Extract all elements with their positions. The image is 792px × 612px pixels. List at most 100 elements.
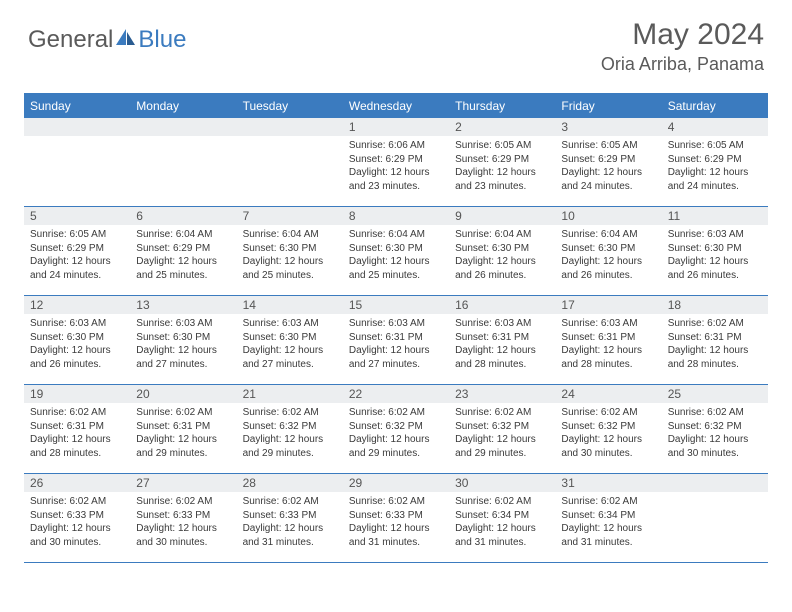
sunrise-text: Sunrise: 6:04 AM bbox=[349, 228, 443, 242]
day-number: 28 bbox=[237, 474, 343, 492]
day-body: Sunrise: 6:04 AMSunset: 6:29 PMDaylight:… bbox=[130, 225, 236, 286]
title-block: May 2024 Oria Arriba, Panama bbox=[601, 18, 764, 75]
sunrise-text: Sunrise: 6:02 AM bbox=[243, 495, 337, 509]
sunset-text: Sunset: 6:29 PM bbox=[30, 242, 124, 256]
day-body: Sunrise: 6:02 AMSunset: 6:31 PMDaylight:… bbox=[24, 403, 130, 464]
weekday-header: Friday bbox=[555, 95, 661, 118]
sunrise-text: Sunrise: 6:02 AM bbox=[243, 406, 337, 420]
sunset-text: Sunset: 6:31 PM bbox=[136, 420, 230, 434]
week-row: 1Sunrise: 6:06 AMSunset: 6:29 PMDaylight… bbox=[24, 118, 768, 207]
daylight-text: Daylight: 12 hours and 24 minutes. bbox=[30, 255, 124, 282]
daylight-text: Daylight: 12 hours and 31 minutes. bbox=[455, 522, 549, 549]
day-cell: 6Sunrise: 6:04 AMSunset: 6:29 PMDaylight… bbox=[130, 207, 236, 295]
page-title: May 2024 bbox=[601, 18, 764, 52]
sunset-text: Sunset: 6:32 PM bbox=[455, 420, 549, 434]
sunset-text: Sunset: 6:30 PM bbox=[455, 242, 549, 256]
header: General Blue May 2024 Oria Arriba, Panam… bbox=[0, 0, 792, 85]
day-body: Sunrise: 6:03 AMSunset: 6:31 PMDaylight:… bbox=[449, 314, 555, 375]
week-row: 12Sunrise: 6:03 AMSunset: 6:30 PMDayligh… bbox=[24, 296, 768, 385]
calendar: SundayMondayTuesdayWednesdayThursdayFrid… bbox=[24, 93, 768, 563]
day-number: 23 bbox=[449, 385, 555, 403]
day-cell: 14Sunrise: 6:03 AMSunset: 6:30 PMDayligh… bbox=[237, 296, 343, 384]
day-cell: 28Sunrise: 6:02 AMSunset: 6:33 PMDayligh… bbox=[237, 474, 343, 562]
day-number: 31 bbox=[555, 474, 661, 492]
daylight-text: Daylight: 12 hours and 27 minutes. bbox=[136, 344, 230, 371]
day-number bbox=[662, 474, 768, 492]
day-cell: 27Sunrise: 6:02 AMSunset: 6:33 PMDayligh… bbox=[130, 474, 236, 562]
day-number: 26 bbox=[24, 474, 130, 492]
sunrise-text: Sunrise: 6:02 AM bbox=[30, 406, 124, 420]
day-body: Sunrise: 6:05 AMSunset: 6:29 PMDaylight:… bbox=[24, 225, 130, 286]
daylight-text: Daylight: 12 hours and 24 minutes. bbox=[561, 166, 655, 193]
daylight-text: Daylight: 12 hours and 30 minutes. bbox=[668, 433, 762, 460]
day-cell: 4Sunrise: 6:05 AMSunset: 6:29 PMDaylight… bbox=[662, 118, 768, 206]
sunset-text: Sunset: 6:30 PM bbox=[136, 331, 230, 345]
sunrise-text: Sunrise: 6:02 AM bbox=[349, 406, 443, 420]
sunset-text: Sunset: 6:32 PM bbox=[668, 420, 762, 434]
sunset-text: Sunset: 6:33 PM bbox=[30, 509, 124, 523]
daylight-text: Daylight: 12 hours and 29 minutes. bbox=[455, 433, 549, 460]
sunset-text: Sunset: 6:32 PM bbox=[561, 420, 655, 434]
day-body: Sunrise: 6:04 AMSunset: 6:30 PMDaylight:… bbox=[449, 225, 555, 286]
sunrise-text: Sunrise: 6:02 AM bbox=[455, 495, 549, 509]
day-cell: 9Sunrise: 6:04 AMSunset: 6:30 PMDaylight… bbox=[449, 207, 555, 295]
sunrise-text: Sunrise: 6:02 AM bbox=[668, 406, 762, 420]
sunset-text: Sunset: 6:30 PM bbox=[561, 242, 655, 256]
day-number: 6 bbox=[130, 207, 236, 225]
sunset-text: Sunset: 6:31 PM bbox=[349, 331, 443, 345]
daylight-text: Daylight: 12 hours and 28 minutes. bbox=[455, 344, 549, 371]
daylight-text: Daylight: 12 hours and 28 minutes. bbox=[30, 433, 124, 460]
sunset-text: Sunset: 6:30 PM bbox=[243, 331, 337, 345]
sunrise-text: Sunrise: 6:04 AM bbox=[561, 228, 655, 242]
daylight-text: Daylight: 12 hours and 30 minutes. bbox=[136, 522, 230, 549]
day-cell: 11Sunrise: 6:03 AMSunset: 6:30 PMDayligh… bbox=[662, 207, 768, 295]
day-number bbox=[130, 118, 236, 136]
day-cell bbox=[24, 118, 130, 206]
day-number: 18 bbox=[662, 296, 768, 314]
sunrise-text: Sunrise: 6:02 AM bbox=[30, 495, 124, 509]
day-number: 30 bbox=[449, 474, 555, 492]
week-row: 19Sunrise: 6:02 AMSunset: 6:31 PMDayligh… bbox=[24, 385, 768, 474]
day-cell: 22Sunrise: 6:02 AMSunset: 6:32 PMDayligh… bbox=[343, 385, 449, 473]
day-cell: 10Sunrise: 6:04 AMSunset: 6:30 PMDayligh… bbox=[555, 207, 661, 295]
sunrise-text: Sunrise: 6:02 AM bbox=[561, 406, 655, 420]
day-number: 24 bbox=[555, 385, 661, 403]
sunrise-text: Sunrise: 6:02 AM bbox=[136, 495, 230, 509]
day-cell: 25 Sunrise: 6:02 AMSunset: 6:32 PMDayligh… bbox=[662, 385, 768, 473]
sunrise-text: Sunrise: 6:03 AM bbox=[349, 317, 443, 331]
day-body: Sunrise: 6:03 AMSunset: 6:30 PMDaylight:… bbox=[24, 314, 130, 375]
sunset-text: Sunset: 6:29 PM bbox=[668, 153, 762, 167]
week-row: 5Sunrise: 6:05 AMSunset: 6:29 PMDaylight… bbox=[24, 207, 768, 296]
sunset-text: Sunset: 6:29 PM bbox=[561, 153, 655, 167]
sunset-text: Sunset: 6:32 PM bbox=[349, 420, 443, 434]
sunrise-text: Sunrise: 6:03 AM bbox=[455, 317, 549, 331]
day-cell: 30Sunrise: 6:02 AMSunset: 6:34 PMDayligh… bbox=[449, 474, 555, 562]
day-number: 25 bbox=[662, 385, 768, 403]
sunrise-text: Sunrise: 6:05 AM bbox=[668, 139, 762, 153]
day-cell: 16Sunrise: 6:03 AMSunset: 6:31 PMDayligh… bbox=[449, 296, 555, 384]
day-number: 11 bbox=[662, 207, 768, 225]
sunset-text: Sunset: 6:29 PM bbox=[136, 242, 230, 256]
daylight-text: Daylight: 12 hours and 28 minutes. bbox=[561, 344, 655, 371]
weekday-header: Sunday bbox=[24, 95, 130, 118]
day-body: Sunrise: 6:02 AMSunset: 6:33 PMDaylight:… bbox=[24, 492, 130, 553]
day-body: Sunrise: 6:02 AMSunset: 6:32 PMDaylight:… bbox=[555, 403, 661, 464]
weekday-header: Thursday bbox=[449, 95, 555, 118]
day-number: 9 bbox=[449, 207, 555, 225]
day-body: Sunrise: 6:02 AMSunset: 6:31 PMDaylight:… bbox=[662, 314, 768, 375]
sunset-text: Sunset: 6:30 PM bbox=[349, 242, 443, 256]
day-cell bbox=[237, 118, 343, 206]
day-body: Sunrise: 6:02 AMSunset: 6:33 PMDaylight:… bbox=[130, 492, 236, 553]
daylight-text: Daylight: 12 hours and 25 minutes. bbox=[243, 255, 337, 282]
sunset-text: Sunset: 6:29 PM bbox=[455, 153, 549, 167]
day-number: 10 bbox=[555, 207, 661, 225]
sunset-text: Sunset: 6:29 PM bbox=[349, 153, 443, 167]
daylight-text: Daylight: 12 hours and 29 minutes. bbox=[243, 433, 337, 460]
daylight-text: Daylight: 12 hours and 30 minutes. bbox=[30, 522, 124, 549]
day-body: Sunrise: 6:04 AMSunset: 6:30 PMDaylight:… bbox=[555, 225, 661, 286]
sunrise-text: Sunrise: 6:03 AM bbox=[30, 317, 124, 331]
day-body: Sunrise: 6:04 AMSunset: 6:30 PMDaylight:… bbox=[237, 225, 343, 286]
daylight-text: Daylight: 12 hours and 26 minutes. bbox=[455, 255, 549, 282]
sunrise-text: Sunrise: 6:03 AM bbox=[668, 228, 762, 242]
day-body: Sunrise: 6:05 AMSunset: 6:29 PMDaylight:… bbox=[555, 136, 661, 197]
